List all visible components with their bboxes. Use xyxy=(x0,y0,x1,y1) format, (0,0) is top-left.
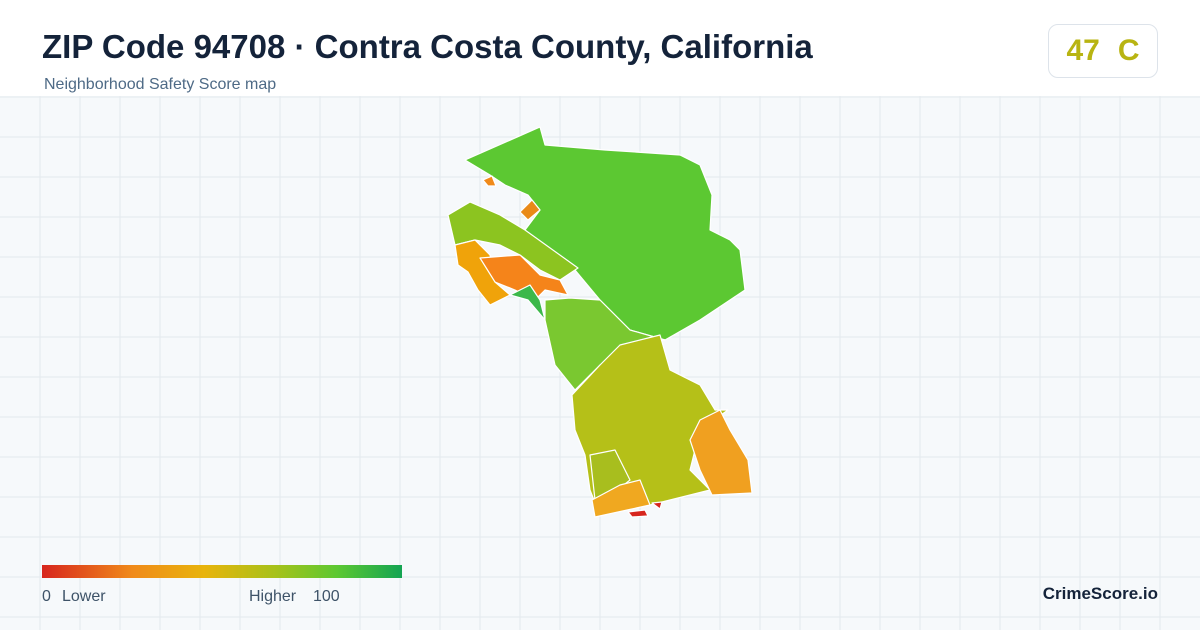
title: ZIP Code 94708 · Contra Costa County, Ca… xyxy=(42,28,813,65)
grade: C xyxy=(1117,34,1140,67)
region xyxy=(482,175,497,187)
region xyxy=(509,284,546,321)
region xyxy=(519,199,541,221)
region xyxy=(651,501,663,510)
region xyxy=(591,479,651,518)
legend-min-label: Lower xyxy=(62,588,106,605)
legend-max-label: Higher xyxy=(249,588,297,605)
score-badge: 47 C xyxy=(1048,24,1158,78)
header-bg xyxy=(0,0,1200,96)
region xyxy=(689,409,753,496)
brand: CrimeScore.io xyxy=(1042,584,1158,603)
legend-max-value: 100 xyxy=(313,588,340,605)
subtitle: Neighborhood Safety Score map xyxy=(44,76,277,93)
score: 47 xyxy=(1066,34,1100,67)
region xyxy=(454,239,511,306)
region xyxy=(479,254,569,301)
regions xyxy=(447,126,753,518)
region xyxy=(627,509,649,518)
legend-bar xyxy=(42,565,402,578)
grid xyxy=(0,96,1200,630)
legend-min-value: 0 xyxy=(42,588,51,605)
